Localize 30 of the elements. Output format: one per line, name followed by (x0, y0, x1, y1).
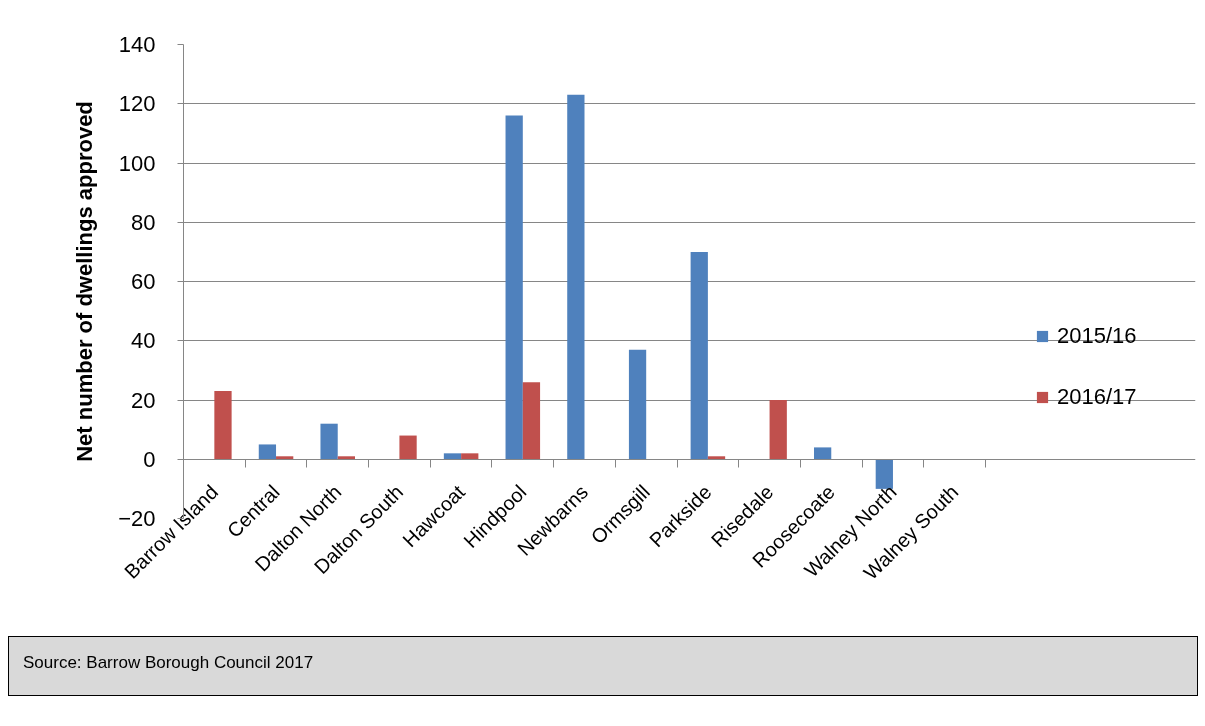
bar (522, 382, 541, 460)
y-tick-label: 100 (118, 150, 156, 176)
bar (769, 400, 787, 460)
legend-label: 2016/17 (1057, 384, 1137, 410)
bar (690, 251, 708, 460)
bar (399, 435, 417, 460)
y-tick-label: 20 (131, 387, 156, 413)
bar (567, 94, 585, 460)
y-tick-label: 80 (131, 209, 156, 235)
source-note: Source: Barrow Borough Council 2017 (23, 652, 314, 674)
bar (461, 453, 479, 460)
y-tick-label: −20 (118, 506, 156, 531)
bar (875, 459, 893, 489)
bar (443, 453, 462, 460)
y-tick-label: 0 (143, 446, 156, 472)
bar (337, 456, 355, 460)
bar (505, 115, 523, 460)
bar (814, 447, 832, 460)
y-tick-label: 40 (131, 328, 156, 354)
y-tick-label: 140 (118, 32, 156, 57)
bar (707, 456, 726, 460)
bar (276, 456, 294, 460)
y-tick-label: 60 (131, 269, 156, 294)
legend-label: 2015/16 (1057, 323, 1137, 349)
bar (214, 391, 232, 460)
bar (258, 444, 277, 460)
bar (628, 349, 647, 460)
y-tick-label: 120 (118, 91, 156, 117)
bar (320, 423, 338, 460)
y-axis-title: Net number of dwellings approved (72, 101, 98, 462)
